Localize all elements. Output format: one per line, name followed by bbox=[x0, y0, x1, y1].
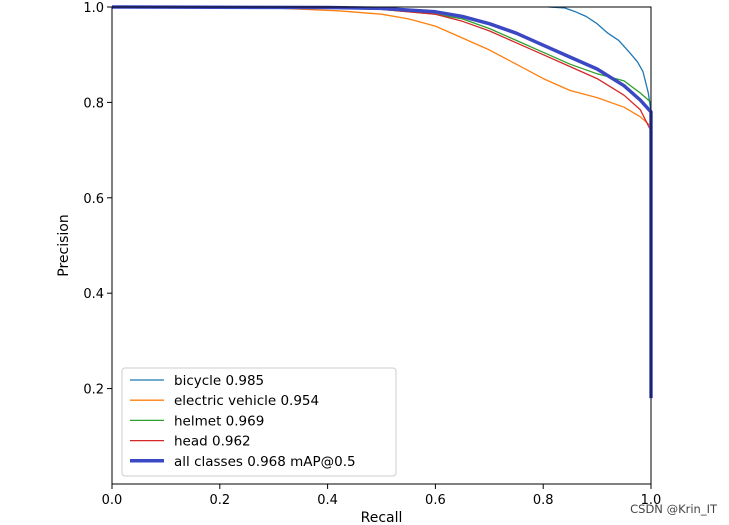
legend: bicycle 0.985 electric vehicle 0.954 helme… bbox=[121, 367, 397, 477]
x-tick-label-3: 0.6 bbox=[425, 493, 446, 508]
y-tick-label-1: 0.4 bbox=[83, 287, 104, 302]
x-tick-label-0: 0.0 bbox=[102, 493, 123, 508]
x-tick-label-4: 0.8 bbox=[533, 493, 554, 508]
y-tick-label-4: 1.0 bbox=[83, 1, 104, 16]
legend-label-2: helmet 0.969 bbox=[174, 413, 264, 429]
legend-box bbox=[121, 367, 397, 477]
legend-label-0: bicycle 0.985 bbox=[174, 373, 264, 389]
x-ticks: 0.0 0.2 0.4 0.6 0.8 1.0 bbox=[102, 484, 662, 508]
legend-label-1: electric vehicle 0.954 bbox=[174, 393, 319, 409]
series-line-4 bbox=[111, 5, 653, 399]
x-axis-label: Recall bbox=[361, 510, 403, 525]
plot-frame bbox=[111, 6, 652, 485]
watermark-text: CSDN @Krin_IT bbox=[630, 502, 718, 516]
y-ticks: 0.2 0.4 0.6 0.8 1.0 bbox=[83, 1, 112, 398]
series-line-1 bbox=[111, 6, 652, 127]
y-axis-label: Precision bbox=[56, 214, 72, 276]
legend-label-3: head 0.962 bbox=[174, 434, 251, 450]
y-tick-label-2: 0.6 bbox=[83, 192, 104, 207]
series-line-0 bbox=[548, 6, 652, 112]
series-layer bbox=[111, 5, 653, 399]
x-tick-label-5: 1.0 bbox=[641, 493, 662, 508]
x-tick-label-2: 0.4 bbox=[317, 493, 338, 508]
y-tick-label-3: 0.8 bbox=[83, 96, 104, 111]
legend-label-4: all classes 0.968 mAP@0.5 bbox=[174, 454, 356, 470]
x-tick-label-1: 0.2 bbox=[209, 493, 230, 508]
y-tick-label-0: 0.2 bbox=[83, 383, 104, 398]
